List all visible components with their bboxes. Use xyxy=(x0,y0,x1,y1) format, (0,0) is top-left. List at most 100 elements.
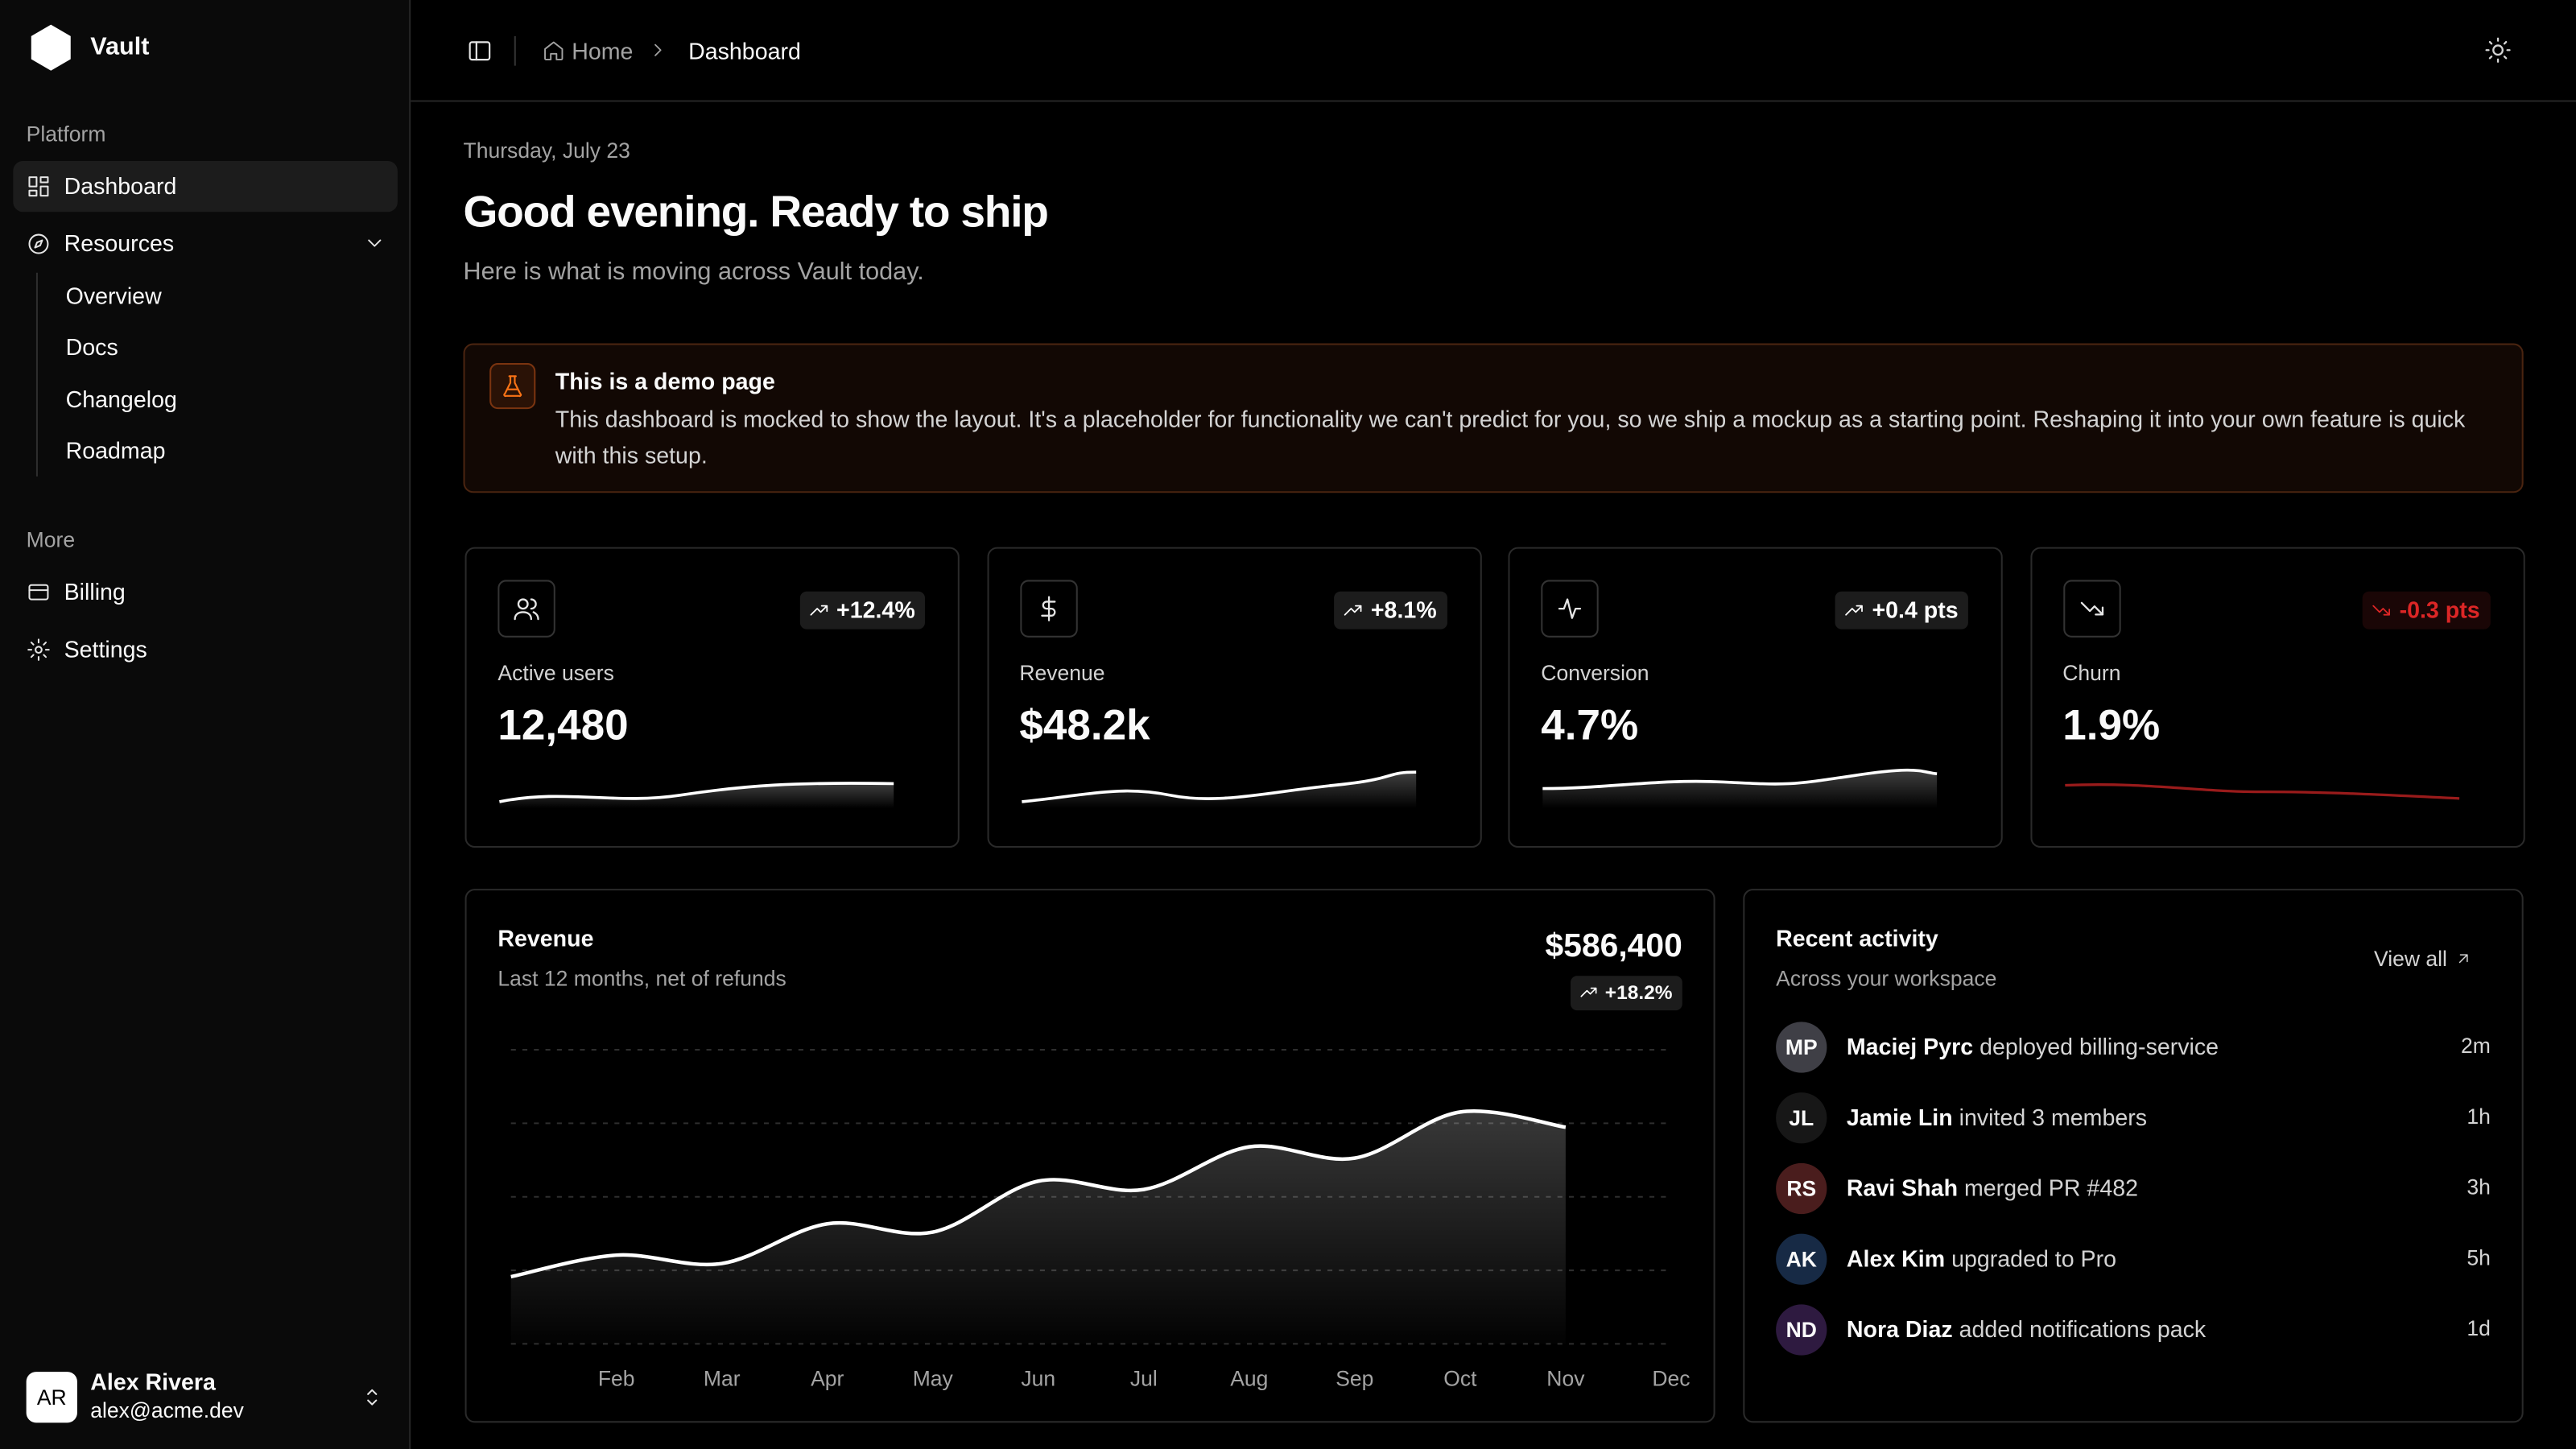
x-tick-label: Aug xyxy=(1230,1366,1268,1390)
revenue-change-badge: +18.2% xyxy=(1570,976,1682,1011)
avatar: RS xyxy=(1776,1163,1827,1215)
avatar: ND xyxy=(1776,1305,1827,1356)
section-label: More xyxy=(26,527,76,552)
sidebar: Vault Platform Dashboard Resources Overview D… xyxy=(0,0,411,1449)
kpi-label: Revenue xyxy=(1019,660,1105,686)
time: 3h xyxy=(2467,1174,2491,1200)
icon xyxy=(2373,605,2391,616)
x-tick-label: Sep xyxy=(1335,1366,1373,1390)
kpi-change: +0.4 pts xyxy=(1872,596,1959,623)
divider xyxy=(514,35,516,66)
time: 2m xyxy=(2461,1033,2491,1059)
nav-item[interactable]: Billing xyxy=(64,578,126,605)
avatar: MP xyxy=(1776,1022,1827,1073)
sub-item[interactable]: Roadmap xyxy=(65,437,166,464)
x-tick-label: Jul xyxy=(1130,1366,1158,1390)
revenue-total: $586,400 xyxy=(1545,928,1682,964)
avatar: AK xyxy=(1776,1234,1827,1286)
breadcrumb[interactable]: Home xyxy=(572,37,634,64)
activity-text: Maciej Pyrc deployed billing-service xyxy=(1847,1030,2219,1063)
breadcrumb-current: Dashboard xyxy=(688,37,801,64)
kpi-card: +8.1% Revenue $48.2k xyxy=(986,547,1481,848)
date: Thursday, July 23 xyxy=(463,138,630,163)
time: 1h xyxy=(2467,1104,2491,1129)
kpi-value: 12,480 xyxy=(497,700,629,749)
logo xyxy=(31,24,71,71)
x-tick-label: Dec xyxy=(1652,1366,1690,1390)
icon xyxy=(28,176,49,197)
card-title: Revenue xyxy=(497,924,594,952)
user-name: Alex Rivera xyxy=(90,1368,216,1395)
action: invited 3 members xyxy=(1959,1104,2148,1131)
kpi-change-badge: +12.4% xyxy=(800,591,925,630)
kpi-icon-box xyxy=(1019,580,1077,638)
actor: Nora Diaz xyxy=(1846,1316,1953,1344)
icon xyxy=(503,375,522,398)
actor: Ravi Shah xyxy=(1846,1174,1959,1202)
nav-item[interactable]: Resources xyxy=(64,229,175,257)
icon xyxy=(368,239,382,247)
sparkline xyxy=(1021,770,1416,809)
section-label: Platform xyxy=(26,122,106,147)
x-tick-label: May xyxy=(913,1366,954,1390)
kpi-card: +12.4% Active users 12,480 xyxy=(464,547,960,848)
kpi-icon-box xyxy=(497,580,555,638)
sub-item[interactable]: Changelog xyxy=(65,386,177,412)
kpi-change: -0.3 pts xyxy=(2399,596,2480,623)
kpi-change: +8.1% xyxy=(1370,596,1437,623)
page-title: Good evening. Ready to ship xyxy=(463,187,1049,237)
kpi-change-badge: +8.1% xyxy=(1334,591,1447,630)
card-subtitle: Across your workspace xyxy=(1776,965,1997,991)
activity-card: Recent activity Across your workspace View… xyxy=(1743,889,2524,1423)
sparkline xyxy=(2064,783,2459,800)
action: added notifications pack xyxy=(1959,1316,2207,1344)
kpi-value: 1.9% xyxy=(2062,700,2161,749)
time: 5h xyxy=(2467,1245,2491,1271)
kpi-label: Active users xyxy=(497,660,614,686)
icon xyxy=(810,605,828,616)
x-tick-label: Nov xyxy=(1546,1366,1585,1390)
card-title: Recent activity xyxy=(1776,924,1938,952)
x-tick-label: Mar xyxy=(704,1366,741,1390)
view-all[interactable]: View all xyxy=(2373,946,2447,972)
kpi-card: -0.3 pts Churn 1.9% xyxy=(2029,547,2524,848)
sparkline xyxy=(1542,768,1938,809)
icon xyxy=(1040,596,1055,621)
notice-title: This is a demo page xyxy=(555,368,775,394)
actor: Maciej Pyrc xyxy=(1846,1033,1974,1060)
sub-item[interactable]: Overview xyxy=(65,283,162,309)
active-item[interactable] xyxy=(13,160,398,213)
icon xyxy=(1846,605,1864,616)
icon xyxy=(27,638,50,661)
icon xyxy=(2485,37,2511,63)
avatar: AR xyxy=(26,1372,77,1423)
kpi-value: $48.2k xyxy=(1019,700,1150,749)
icon xyxy=(367,1389,378,1406)
nav-item[interactable]: Settings xyxy=(64,635,147,663)
icon xyxy=(654,43,662,56)
line xyxy=(510,1109,1567,1279)
activity-text: Jamie Lin invited 3 members xyxy=(1847,1101,2147,1134)
icon xyxy=(2079,601,2103,616)
x-tick-label: Apr xyxy=(811,1366,844,1390)
kpi-change-badge: +0.4 pts xyxy=(1835,591,1968,630)
nav-item[interactable]: Dashboard xyxy=(64,172,177,199)
icon xyxy=(544,41,564,60)
activity-text: Alex Kim upgraded to Pro xyxy=(1847,1242,2116,1275)
revenue-chart: Feb Mar Apr May Jun Jul Aug Sep Oct Nov Dec xyxy=(510,1049,1690,1390)
kpi-card: +0.4 pts Conversion 4.7% xyxy=(1508,547,2003,848)
kpi-change-badge: -0.3 pts xyxy=(2363,591,2490,630)
kpi-icon-box xyxy=(2062,580,2120,638)
sub-item[interactable]: Docs xyxy=(65,334,118,361)
icon xyxy=(1344,605,1363,616)
revenue-change: +18.2% xyxy=(1604,980,1673,1004)
tree-line xyxy=(35,272,38,477)
revenue-card: Revenue Last 12 months, net of refunds $58… xyxy=(464,889,1715,1423)
actor: Alex Kim xyxy=(1846,1245,1946,1273)
notice-icon-box xyxy=(489,363,536,410)
action: deployed billing-service xyxy=(1979,1033,2219,1060)
icon xyxy=(469,41,491,61)
kpi-change: +12.4% xyxy=(836,596,915,623)
actor: Jamie Lin xyxy=(1846,1104,1953,1131)
